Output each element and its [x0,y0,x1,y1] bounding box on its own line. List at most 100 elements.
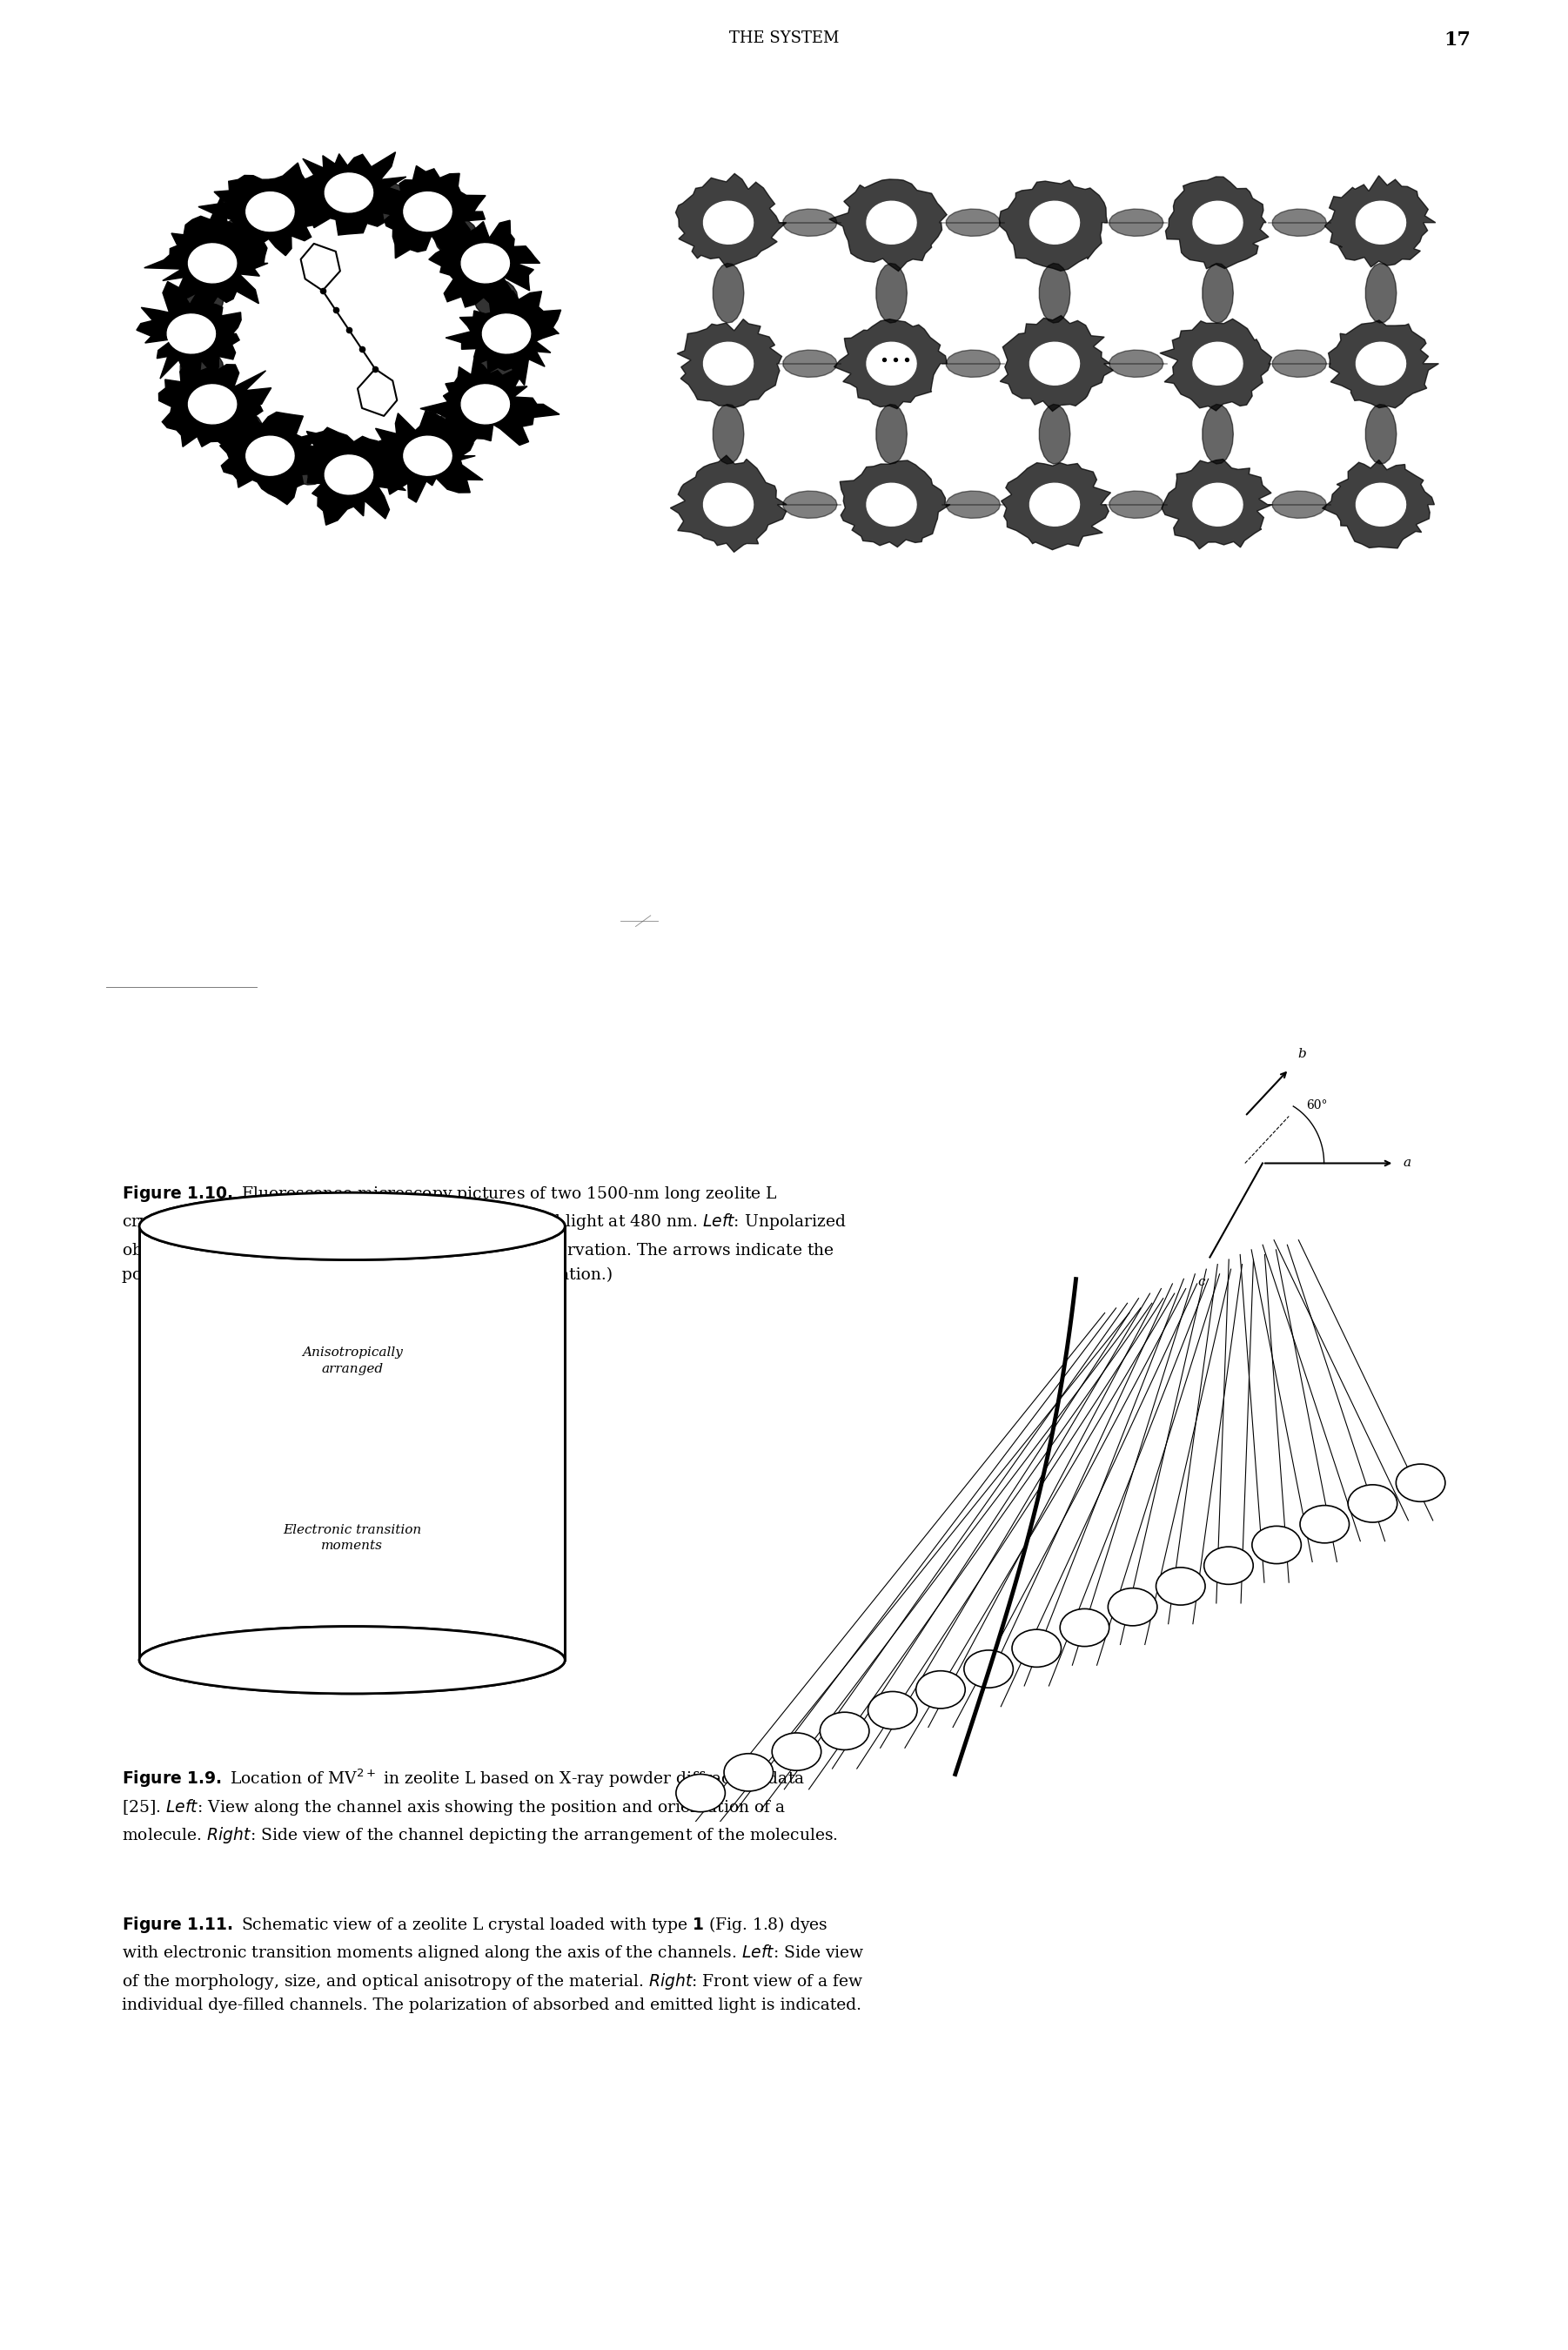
Polygon shape [381,167,486,261]
Polygon shape [782,491,837,519]
Ellipse shape [724,1753,773,1791]
Polygon shape [1203,263,1234,322]
Text: 60°: 60° [1306,1100,1328,1112]
Polygon shape [1325,176,1436,268]
Polygon shape [434,219,478,256]
Polygon shape [325,174,373,212]
Ellipse shape [1204,1546,1253,1584]
Polygon shape [946,491,1000,519]
Text: 17: 17 [1444,31,1471,49]
Ellipse shape [916,1671,966,1708]
Ellipse shape [140,1626,564,1694]
Polygon shape [782,350,837,378]
Point [310,273,336,310]
Polygon shape [367,446,411,484]
Polygon shape [1030,343,1079,385]
Text: $\mathbf{Figure\ 1.11.}$ Schematic view of a zeolite L crystal loaded with type : $\mathbf{Figure\ 1.11.}$ Schematic view … [122,1915,864,2014]
Point [362,350,387,388]
Ellipse shape [140,1194,564,1260]
Ellipse shape [869,1692,917,1730]
Polygon shape [713,263,743,322]
Polygon shape [1030,484,1079,526]
Polygon shape [180,350,224,388]
Polygon shape [483,315,530,352]
Polygon shape [840,461,950,548]
Ellipse shape [964,1650,1013,1687]
Polygon shape [1193,343,1242,385]
Polygon shape [136,282,241,383]
Polygon shape [220,411,263,449]
Polygon shape [1322,461,1435,548]
Text: $\mathbf{Figure\ 1.10.}$ Fluorescence microscopy pictures of two 1500-nm long ze: $\mathbf{Figure\ 1.10.}$ Fluorescence mi… [122,1184,847,1283]
Polygon shape [1162,458,1273,550]
Polygon shape [188,385,237,423]
Polygon shape [289,446,331,484]
Ellipse shape [676,1774,724,1812]
Point [323,291,348,329]
Polygon shape [1356,202,1406,244]
Polygon shape [704,484,753,526]
Point [336,310,361,348]
Polygon shape [168,315,215,352]
Polygon shape [1110,350,1163,378]
Polygon shape [420,360,560,446]
Polygon shape [877,263,906,322]
Polygon shape [434,411,478,449]
Polygon shape [704,202,753,244]
Ellipse shape [1011,1629,1062,1666]
Point [350,331,375,369]
Polygon shape [867,202,916,244]
Polygon shape [677,320,782,409]
Ellipse shape [1060,1610,1109,1647]
Polygon shape [180,280,224,317]
Polygon shape [1002,463,1110,550]
Polygon shape [676,174,787,268]
Text: $\it{c}$: $\it{c}$ [1317,971,1325,982]
Polygon shape [704,343,753,385]
Polygon shape [1165,176,1269,268]
Polygon shape [461,244,510,282]
Polygon shape [284,428,409,524]
Polygon shape [461,385,510,423]
Polygon shape [403,193,452,230]
Polygon shape [1273,209,1327,237]
Ellipse shape [140,1194,564,1260]
Polygon shape [1273,491,1327,519]
Polygon shape [1366,263,1397,322]
Polygon shape [246,193,295,230]
Text: c: c [1198,1276,1204,1288]
Polygon shape [199,162,326,256]
Text: a: a [1403,1156,1411,1170]
Polygon shape [867,484,916,526]
Text: $\mathbf{Figure\ 1.9.}$ Location of MV$^{2+}$ in zeolite L based on X-ray powder: $\mathbf{Figure\ 1.9.}$ Location of MV$^… [122,1767,837,1845]
Polygon shape [829,179,947,270]
Polygon shape [158,364,271,451]
Ellipse shape [1251,1525,1301,1563]
Polygon shape [1040,404,1071,463]
Ellipse shape [1348,1485,1397,1523]
Point [894,341,919,378]
Polygon shape [188,244,237,282]
Ellipse shape [771,1732,822,1770]
Polygon shape [1328,320,1439,409]
Polygon shape [782,209,837,237]
Polygon shape [946,209,1000,237]
Text: Electronic transition
moments: Electronic transition moments [282,1523,422,1551]
Polygon shape [1110,491,1163,519]
Polygon shape [867,343,916,385]
Polygon shape [246,437,295,475]
Polygon shape [1040,263,1071,322]
Point [883,341,908,378]
Ellipse shape [1300,1506,1348,1544]
Bar [140,1227,564,1659]
Polygon shape [474,280,517,317]
Polygon shape [1273,350,1327,378]
Polygon shape [474,350,517,388]
Polygon shape [220,219,263,256]
Polygon shape [999,181,1107,270]
Polygon shape [362,411,483,503]
Text: Anisotropically
arranged: Anisotropically arranged [301,1347,403,1375]
Polygon shape [1203,404,1234,463]
Polygon shape [403,437,452,475]
Polygon shape [1356,484,1406,526]
